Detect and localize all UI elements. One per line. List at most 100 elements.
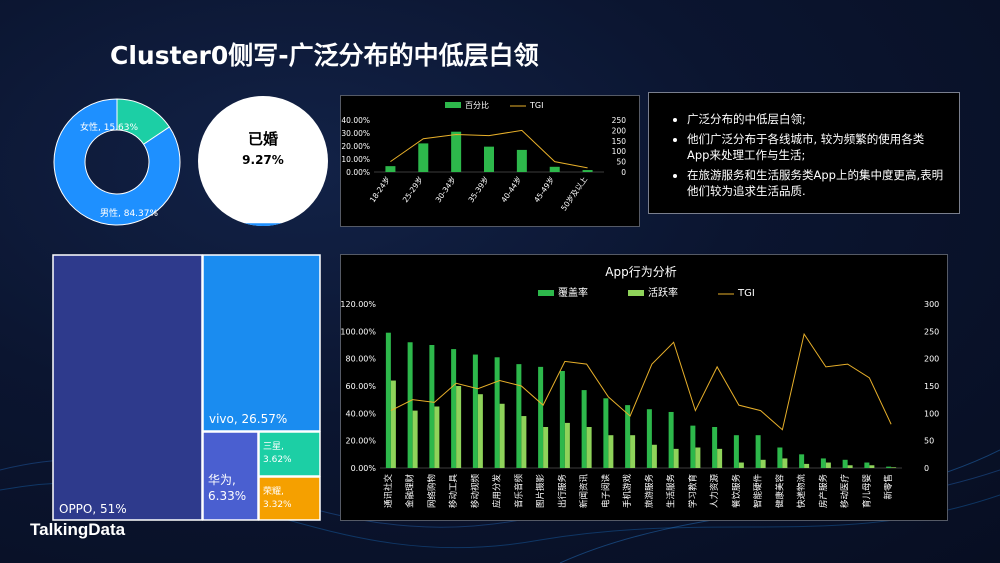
bar — [451, 131, 462, 172]
bar — [820, 458, 826, 468]
bar — [733, 435, 739, 468]
x-category-label: 出行服务 — [557, 474, 568, 509]
y-right-tick-label: 250 — [924, 327, 939, 336]
treemap-label: 3.62% — [263, 455, 292, 465]
brand-logo-text: TalkingData — [30, 520, 126, 539]
legend-label: TGI — [529, 101, 543, 110]
x-category-label: 手机游戏 — [622, 474, 633, 509]
x-category-label: 旅游服务 — [644, 474, 655, 509]
bar — [582, 170, 593, 172]
y-tick-label: 20.00% — [341, 142, 370, 151]
bar — [869, 465, 875, 468]
bar — [549, 166, 560, 172]
bar — [516, 364, 522, 468]
x-category-label: 房产服务 — [818, 474, 829, 509]
x-category-label: 移动视频 — [470, 474, 481, 509]
age-chart: 百分比 TGI 0.00% 10.00% 20.00% 30.00% 40.00% 050 10… — [340, 95, 640, 227]
x-category-label: 人力资源 — [709, 474, 720, 509]
y-tick-label: 20.00% — [345, 437, 376, 446]
legend-swatch — [628, 290, 644, 296]
bar — [668, 411, 674, 468]
bar — [712, 427, 718, 468]
legend-label: 活跃率 — [648, 286, 678, 299]
x-category-label: 育儿母婴 — [861, 474, 872, 508]
bar — [456, 386, 462, 468]
bar — [472, 354, 478, 468]
y-right-tick-label: 300 — [924, 300, 939, 309]
x-category-label: 新闻资讯 — [579, 474, 590, 509]
treemap-label: 三星, — [263, 441, 284, 452]
treemap-label: 3.32% — [263, 500, 292, 510]
bar — [738, 462, 744, 468]
treemap-label: 华为, — [208, 473, 236, 487]
x-category-label: 图片摄影 — [535, 474, 546, 509]
device-brand-treemap: OPPO, 51% vivo, 26.57% 华为, 6.33% 三星, 3.62% 荣耀,… — [52, 254, 321, 521]
bar — [390, 380, 396, 468]
bar — [777, 447, 783, 468]
bar — [760, 459, 766, 468]
bar — [673, 448, 679, 468]
y-right-tick-label: 150 — [924, 382, 939, 391]
treemap-cell — [202, 254, 321, 432]
bar — [477, 394, 483, 468]
gender-donut-chart: 女性, 15.63% 男性, 84.37% — [53, 98, 181, 226]
bar — [451, 349, 457, 468]
bar — [847, 465, 853, 468]
y-tick-label: 40.00% — [345, 409, 376, 418]
y-right-tick-label: 50 — [616, 158, 626, 167]
x-category-label: 音乐音频 — [513, 474, 524, 509]
x-category-label: 健康美容 — [774, 474, 785, 509]
insight-item: 在旅游服务和生活服务类App上的集中度更高,表明他们较为追求生活品质. — [687, 167, 945, 199]
treemap-label: 荣耀, — [263, 485, 284, 497]
bar — [891, 467, 897, 468]
legend-label: 百分比 — [465, 100, 489, 110]
bar — [603, 398, 609, 468]
y-tick-label: 0.00% — [346, 168, 370, 177]
bar — [608, 435, 614, 468]
x-category-label: 应用分发 — [492, 474, 503, 509]
y-tick-label: 100.00% — [340, 327, 376, 336]
y-right-tick-label: 250 — [612, 116, 627, 125]
treemap-label: OPPO, 51% — [59, 502, 127, 516]
bar — [564, 422, 570, 468]
x-category-label: 网络购物 — [426, 474, 437, 509]
bar — [625, 405, 631, 468]
pie-label: 已婚 — [248, 130, 278, 148]
bar — [864, 462, 870, 468]
treemap-cell — [52, 254, 203, 521]
bar — [651, 444, 657, 468]
y-right-tick-label: 50 — [924, 437, 934, 446]
pie-slice — [244, 223, 282, 226]
x-category-label: 快递物流 — [796, 474, 807, 509]
bar — [559, 370, 565, 468]
bar — [804, 463, 810, 468]
bar — [538, 366, 544, 468]
legend-swatch — [538, 290, 554, 296]
bar — [385, 332, 391, 468]
bar — [630, 435, 636, 468]
tgi-line — [390, 129, 588, 169]
legend-label: 覆盖率 — [558, 286, 588, 299]
bar — [412, 410, 418, 468]
y-tick-label: 80.00% — [345, 355, 376, 364]
bar — [499, 403, 505, 468]
bar — [842, 459, 848, 468]
bar — [581, 390, 587, 468]
y-tick-label: 60.00% — [345, 382, 376, 391]
donut-label: 男性, 84.37% — [100, 207, 158, 219]
treemap-label: vivo, 26.57% — [209, 412, 287, 426]
x-category-label: 通讯社交 — [383, 474, 394, 509]
y-tick-label: 120.00% — [340, 300, 376, 309]
y-right-tick-label: 200 — [924, 355, 939, 364]
x-category-label: 新零售 — [883, 474, 894, 500]
x-category-label: 餐饮服务 — [731, 474, 742, 509]
y-right-tick-label: 100 — [612, 147, 627, 156]
legend-label: TGI — [737, 288, 755, 299]
y-tick-label: 40.00% — [341, 116, 370, 125]
x-category-label: 学习教育 — [687, 474, 698, 508]
x-category-label: 电子阅读 — [600, 474, 611, 509]
bar — [521, 416, 527, 468]
y-right-tick-label: 150 — [612, 137, 627, 146]
y-tick-label: 0.00% — [351, 464, 377, 473]
legend-swatch — [445, 102, 461, 108]
